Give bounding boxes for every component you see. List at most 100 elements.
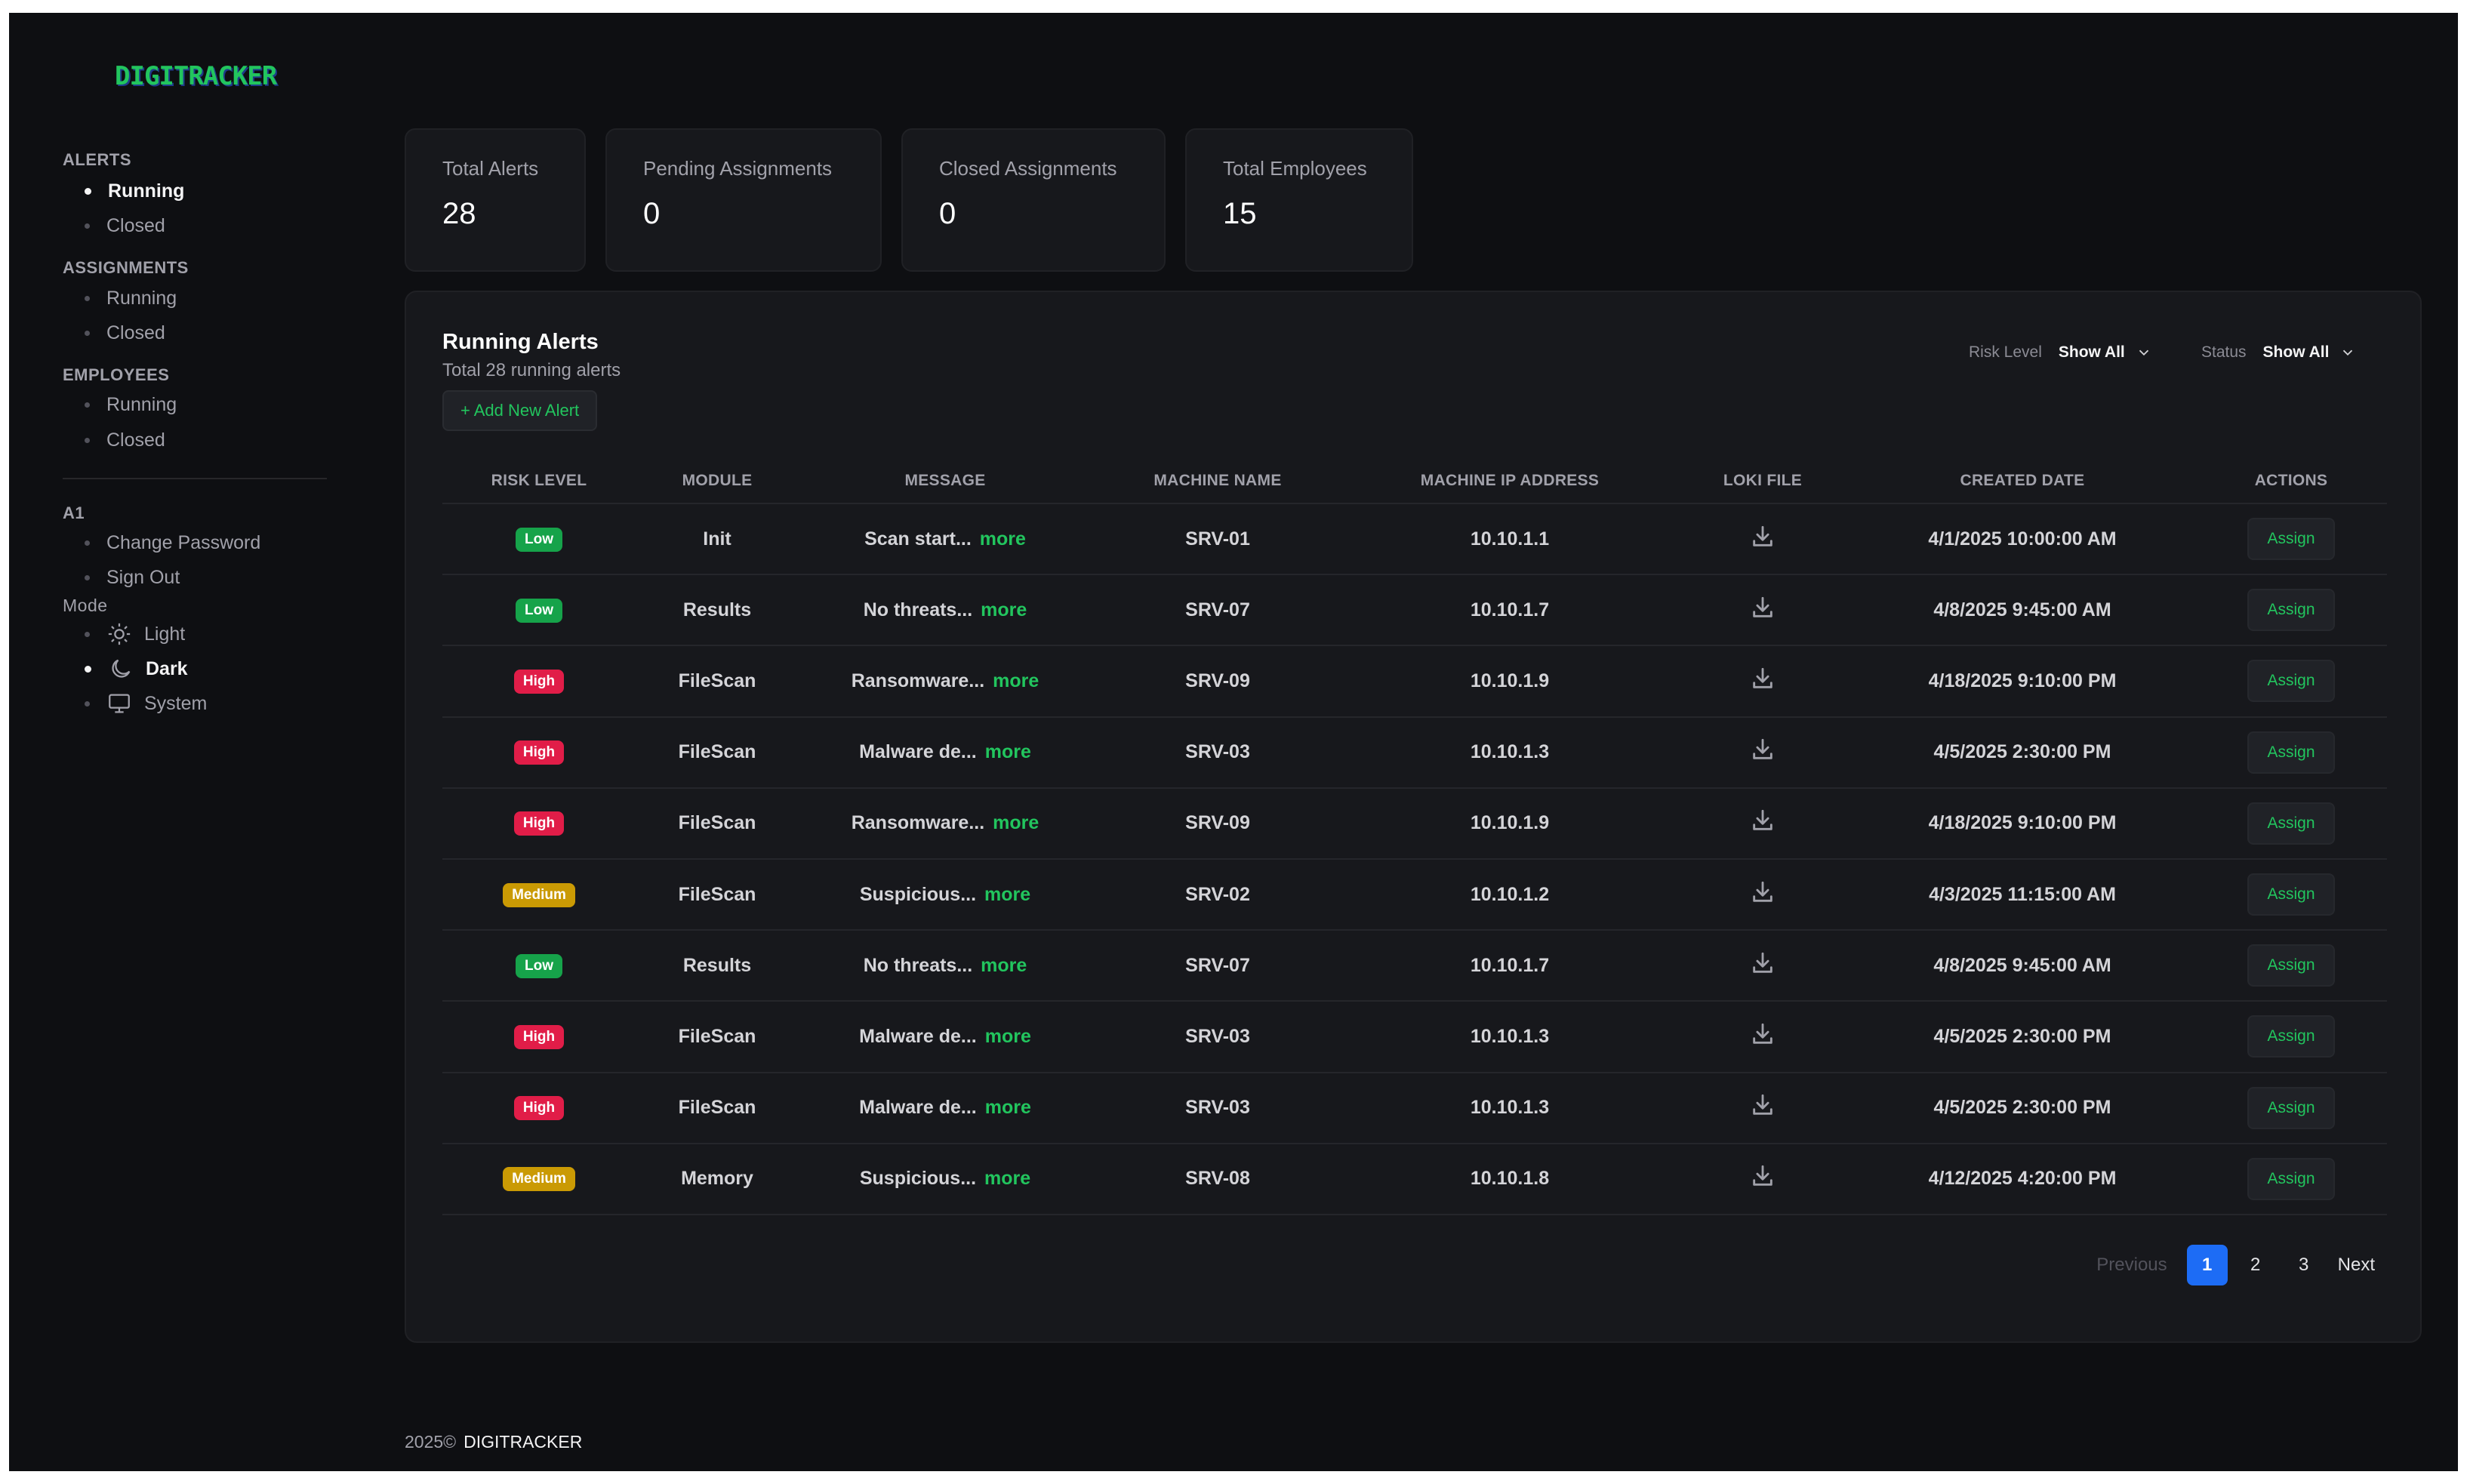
footer-brand[interactable]: DIGITRACKER bbox=[464, 1432, 583, 1452]
stat-value: 28 bbox=[442, 197, 476, 230]
machine-name-cell: SRV-07 bbox=[1092, 574, 1344, 647]
assign-button[interactable]: Assign bbox=[2247, 873, 2335, 916]
column-header-created-date[interactable]: CREATED DATE bbox=[1849, 458, 2195, 504]
risk-cell: Low bbox=[442, 574, 636, 647]
assign-button[interactable]: Assign bbox=[2247, 1157, 2335, 1200]
bullet-icon bbox=[85, 700, 90, 707]
column-header-machine-name[interactable]: MACHINE NAME bbox=[1092, 458, 1344, 504]
message-text: Malware de... bbox=[859, 1097, 977, 1119]
bullet-icon bbox=[85, 631, 90, 637]
mode-light-option[interactable]: Light bbox=[85, 621, 185, 647]
bullet-icon bbox=[85, 296, 90, 301]
download-icon[interactable] bbox=[1750, 524, 1776, 550]
download-icon[interactable] bbox=[1750, 1163, 1776, 1189]
loki-file-cell bbox=[1676, 1001, 1849, 1073]
created-date-cell: 4/18/2025 9:10:00 PM bbox=[1849, 645, 2195, 718]
more-link[interactable]: more bbox=[979, 528, 1026, 550]
risk-badge: Medium bbox=[503, 882, 575, 907]
risk-cell: High bbox=[442, 1001, 636, 1073]
column-header-machine-ip[interactable]: MACHINE IP ADDRESS bbox=[1344, 458, 1676, 504]
mode-dark-option[interactable]: Dark bbox=[85, 656, 188, 682]
table-row: High FileScan Malware de... more SRV-03 10.1… bbox=[442, 716, 2387, 789]
page-2-button[interactable]: 2 bbox=[2250, 1255, 2261, 1275]
download-icon[interactable] bbox=[1750, 808, 1776, 833]
previous-page-button[interactable]: Previous bbox=[2096, 1255, 2167, 1275]
assign-button[interactable]: Assign bbox=[2247, 731, 2335, 774]
status-filter[interactable]: Status Show All bbox=[2201, 343, 2356, 362]
risk-level-filter[interactable]: Risk Level Show All bbox=[1969, 343, 2152, 362]
actions-cell: Assign bbox=[2195, 1072, 2387, 1144]
sidebar-item-alerts-closed[interactable]: Closed bbox=[85, 215, 165, 237]
message-cell: No threats... more bbox=[799, 574, 1092, 647]
assign-button[interactable]: Assign bbox=[2247, 660, 2335, 703]
machine-name-cell: SRV-02 bbox=[1092, 858, 1344, 931]
sign-out-link[interactable]: Sign Out bbox=[85, 567, 180, 589]
message-text: Suspicious... bbox=[859, 883, 977, 905]
sidebar-item-employees-running[interactable]: Running bbox=[85, 394, 177, 416]
loki-file-cell bbox=[1676, 716, 1849, 789]
loki-file-cell bbox=[1676, 1143, 1849, 1215]
more-link[interactable]: more bbox=[981, 954, 1027, 976]
loki-file-cell bbox=[1676, 1072, 1849, 1144]
risk-cell: Low bbox=[442, 503, 636, 576]
assign-button[interactable]: Assign bbox=[2247, 1086, 2335, 1129]
table-row: Medium Memory Suspicious... more SRV-08 10.1… bbox=[442, 1143, 2387, 1215]
column-header-risk-level[interactable]: RISK LEVEL bbox=[442, 458, 636, 504]
machine-name-cell: SRV-03 bbox=[1092, 716, 1344, 789]
message-cell: Malware de... more bbox=[799, 1001, 1092, 1073]
download-icon[interactable] bbox=[1750, 666, 1776, 691]
sidebar-item-assignments-running[interactable]: Running bbox=[85, 288, 177, 309]
loki-file-cell bbox=[1676, 858, 1849, 931]
actions-cell: Assign bbox=[2195, 645, 2387, 718]
mode-section-title: Mode bbox=[63, 596, 108, 615]
message-text: No threats... bbox=[863, 599, 973, 620]
more-link[interactable]: more bbox=[984, 1097, 1031, 1119]
more-link[interactable]: more bbox=[984, 741, 1031, 763]
download-icon[interactable] bbox=[1750, 1092, 1776, 1118]
page-3-button[interactable]: 3 bbox=[2298, 1255, 2309, 1275]
logo[interactable]: DIGITRACKER bbox=[115, 61, 277, 91]
download-icon[interactable] bbox=[1750, 737, 1776, 762]
page-1-button[interactable]: 1 bbox=[2186, 1245, 2228, 1285]
more-link[interactable]: more bbox=[984, 1168, 1031, 1190]
assign-button[interactable]: Assign bbox=[2247, 944, 2335, 987]
message-cell: Ransomware... more bbox=[799, 645, 1092, 718]
download-icon[interactable] bbox=[1750, 595, 1776, 620]
sidebar-item-assignments-closed[interactable]: Closed bbox=[85, 322, 165, 344]
alerts-table: RISK LEVEL MODULE MESSAGE MACHINE NAME M… bbox=[442, 458, 2387, 1215]
actions-cell: Assign bbox=[2195, 858, 2387, 931]
assign-button[interactable]: Assign bbox=[2247, 1015, 2335, 1058]
sidebar: DIGITRACKER ALERTS Running Closed ASSIGN… bbox=[9, 13, 402, 1471]
module-cell: Init bbox=[636, 503, 799, 576]
column-header-loki-file[interactable]: LOKI FILE bbox=[1676, 458, 1849, 504]
next-page-button[interactable]: Next bbox=[2337, 1255, 2375, 1275]
mode-system-option[interactable]: System bbox=[85, 691, 207, 716]
assign-button[interactable]: Assign bbox=[2247, 589, 2335, 632]
sidebar-section-assignments: ASSIGNMENTS bbox=[63, 258, 189, 277]
download-icon[interactable] bbox=[1750, 1021, 1776, 1047]
risk-cell: Medium bbox=[442, 858, 636, 931]
assign-button[interactable]: Assign bbox=[2247, 802, 2335, 845]
sidebar-item-employees-closed[interactable]: Closed bbox=[85, 429, 165, 451]
column-header-message[interactable]: MESSAGE bbox=[799, 458, 1092, 504]
module-cell: FileScan bbox=[636, 645, 799, 718]
created-date-cell: 4/8/2025 9:45:00 AM bbox=[1849, 574, 2195, 647]
sidebar-item-alerts-running[interactable]: Running bbox=[85, 180, 184, 202]
table-row: Low Results No threats... more SRV-07 10.10.… bbox=[442, 574, 2387, 647]
add-new-alert-button[interactable]: + Add New Alert bbox=[442, 390, 598, 431]
change-password-link[interactable]: Change Password bbox=[85, 532, 260, 554]
column-header-module[interactable]: MODULE bbox=[636, 458, 799, 504]
more-link[interactable]: more bbox=[984, 1025, 1031, 1047]
bullet-icon bbox=[85, 188, 91, 195]
risk-cell: High bbox=[442, 716, 636, 789]
assign-button[interactable]: Assign bbox=[2247, 518, 2335, 561]
more-link[interactable]: more bbox=[993, 670, 1039, 691]
download-icon[interactable] bbox=[1750, 950, 1776, 976]
download-icon[interactable] bbox=[1750, 879, 1776, 905]
bullet-icon bbox=[85, 402, 90, 408]
more-link[interactable]: more bbox=[984, 883, 1031, 905]
stat-card-closed-assignments: Closed Assignments 0 bbox=[901, 128, 1166, 272]
alerts-table-body: Low Init Scan start... more SRV-01 10.10.1.1… bbox=[442, 503, 2387, 1215]
more-link[interactable]: more bbox=[993, 812, 1039, 834]
more-link[interactable]: more bbox=[981, 599, 1027, 620]
